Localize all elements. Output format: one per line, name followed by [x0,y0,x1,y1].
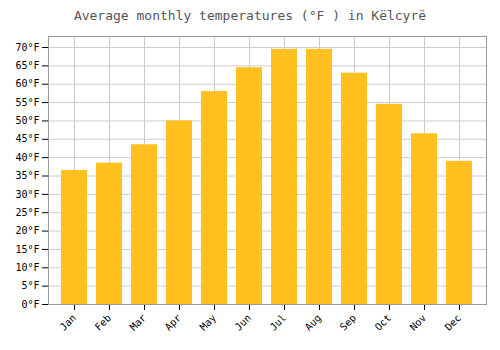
svg-text:Feb: Feb [93,312,114,333]
svg-text:65°F: 65°F [15,60,39,71]
svg-text:25°F: 25°F [15,207,39,218]
svg-text:May: May [198,312,219,333]
svg-text:Dec: Dec [443,312,464,333]
svg-text:Oct: Oct [373,312,394,333]
svg-text:35°F: 35°F [15,170,39,181]
svg-text:55°F: 55°F [15,97,39,108]
svg-text:Jun: Jun [233,312,254,333]
svg-text:60°F: 60°F [15,78,39,89]
html-text:Average monthly temperatures (: Average monthly temperatures (°F ) in Kë… [73,8,427,23]
svg-text:50°F: 50°F [15,115,39,126]
svg-text:30°F: 30°F [15,189,39,200]
svg-text:Jul: Jul [268,312,289,333]
svg-text:70°F: 70°F [15,42,39,53]
svg-text:0°F: 0°F [21,299,39,310]
svg-text:Mar: Mar [128,312,149,333]
svg-text:20°F: 20°F [15,225,39,236]
svg-text:Jan: Jan [58,312,79,333]
svg-text:Nov: Nov [408,312,429,333]
svg-text:Aug: Aug [303,312,324,333]
svg-text:Sep: Sep [338,312,359,333]
svg-text:5°F: 5°F [21,280,39,291]
svg-text:45°F: 45°F [15,133,39,144]
svg-text:40°F: 40°F [15,152,39,163]
svg-text:Apr: Apr [163,312,184,333]
svg-text:15°F: 15°F [15,244,39,255]
svg-text:10°F: 10°F [15,262,39,273]
